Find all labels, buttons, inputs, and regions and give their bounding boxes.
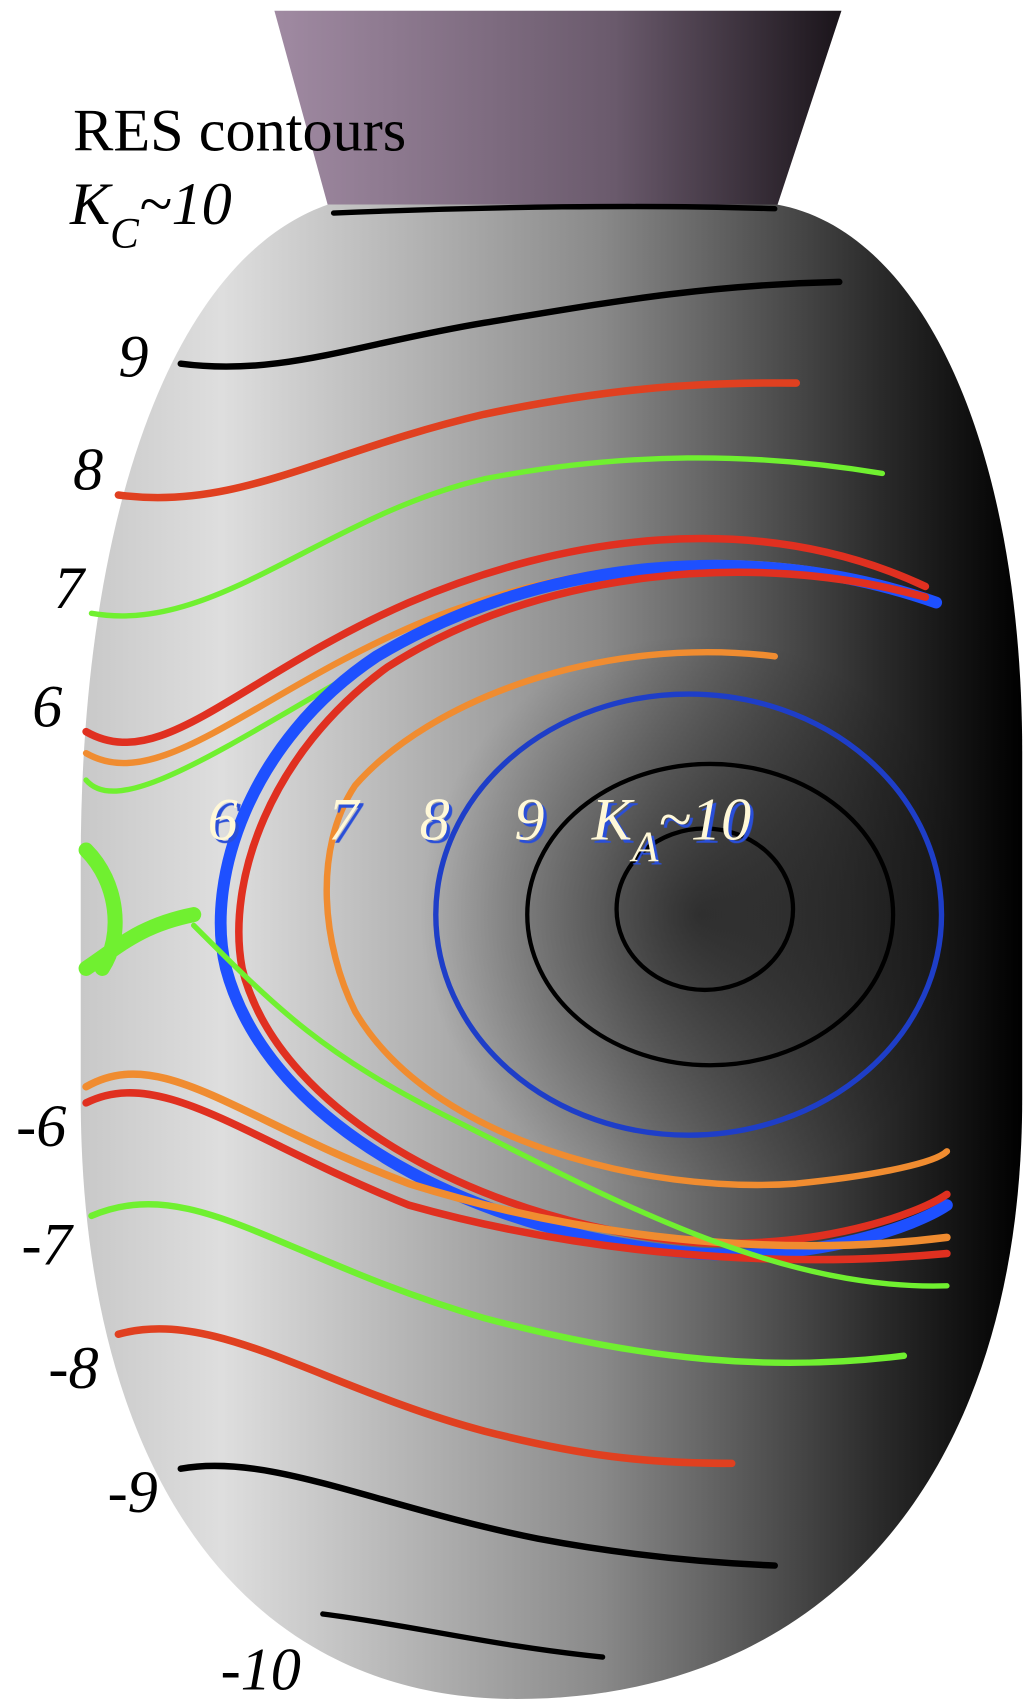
left-label: 9	[118, 324, 148, 391]
kc-label: KC~10	[69, 171, 232, 258]
left-label: 7	[54, 555, 87, 622]
kc-sub: C	[110, 210, 140, 257]
kc-rest: ~10	[139, 171, 232, 238]
ka-base: K	[591, 786, 635, 853]
left-label: -7	[22, 1211, 75, 1278]
left-label: 6	[32, 673, 62, 740]
figure: RES contours KC~10 9 8 7 6 -6 -7 -8 -9 -…	[0, 0, 1033, 1699]
left-label: 8	[73, 437, 103, 504]
title: RES contours	[73, 98, 406, 165]
kc-base: K	[69, 171, 113, 238]
ka-rest: ~10	[658, 786, 751, 853]
inner-label: 6	[208, 786, 238, 853]
left-label: -10	[221, 1636, 301, 1699]
inner-label: 7	[328, 786, 361, 853]
inner-label: 9	[514, 786, 544, 853]
left-label: -9	[108, 1459, 158, 1526]
left-label: -8	[48, 1335, 98, 1402]
left-label: -6	[16, 1093, 66, 1160]
inner-label: 8	[420, 786, 450, 853]
ka-sub: A	[629, 824, 659, 871]
